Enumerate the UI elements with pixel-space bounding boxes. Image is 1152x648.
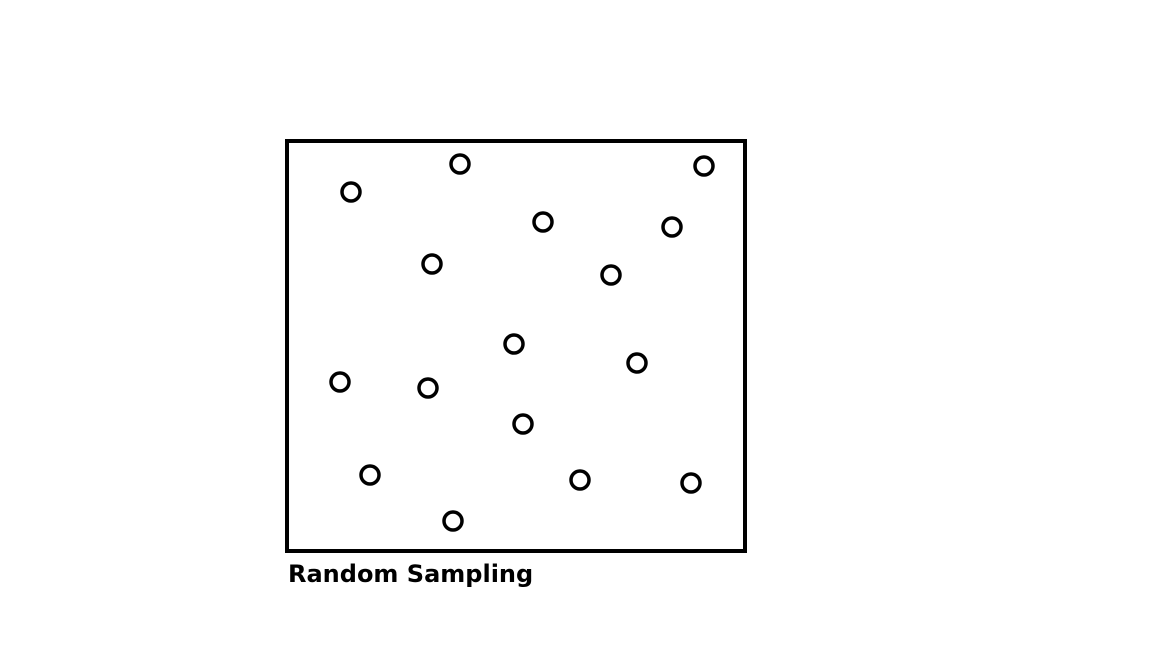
- sample-point-4: [532, 211, 554, 233]
- sample-point-6: [421, 253, 443, 275]
- sampling-frame: [285, 139, 747, 553]
- sample-point-7: [600, 264, 622, 286]
- sample-point-15: [680, 472, 702, 494]
- sample-point-1: [340, 181, 362, 203]
- sample-point-2: [449, 153, 471, 175]
- sample-point-14: [569, 469, 591, 491]
- sample-point-5: [661, 216, 683, 238]
- sample-point-12: [512, 413, 534, 435]
- sample-point-13: [359, 464, 381, 486]
- sample-point-16: [442, 510, 464, 532]
- diagram-caption: Random Sampling: [288, 560, 534, 588]
- sample-point-8: [503, 333, 525, 355]
- sample-point-11: [626, 352, 648, 374]
- sample-point-3: [693, 155, 715, 177]
- sample-points: [329, 153, 715, 532]
- sample-point-10: [417, 377, 439, 399]
- sample-point-9: [329, 371, 351, 393]
